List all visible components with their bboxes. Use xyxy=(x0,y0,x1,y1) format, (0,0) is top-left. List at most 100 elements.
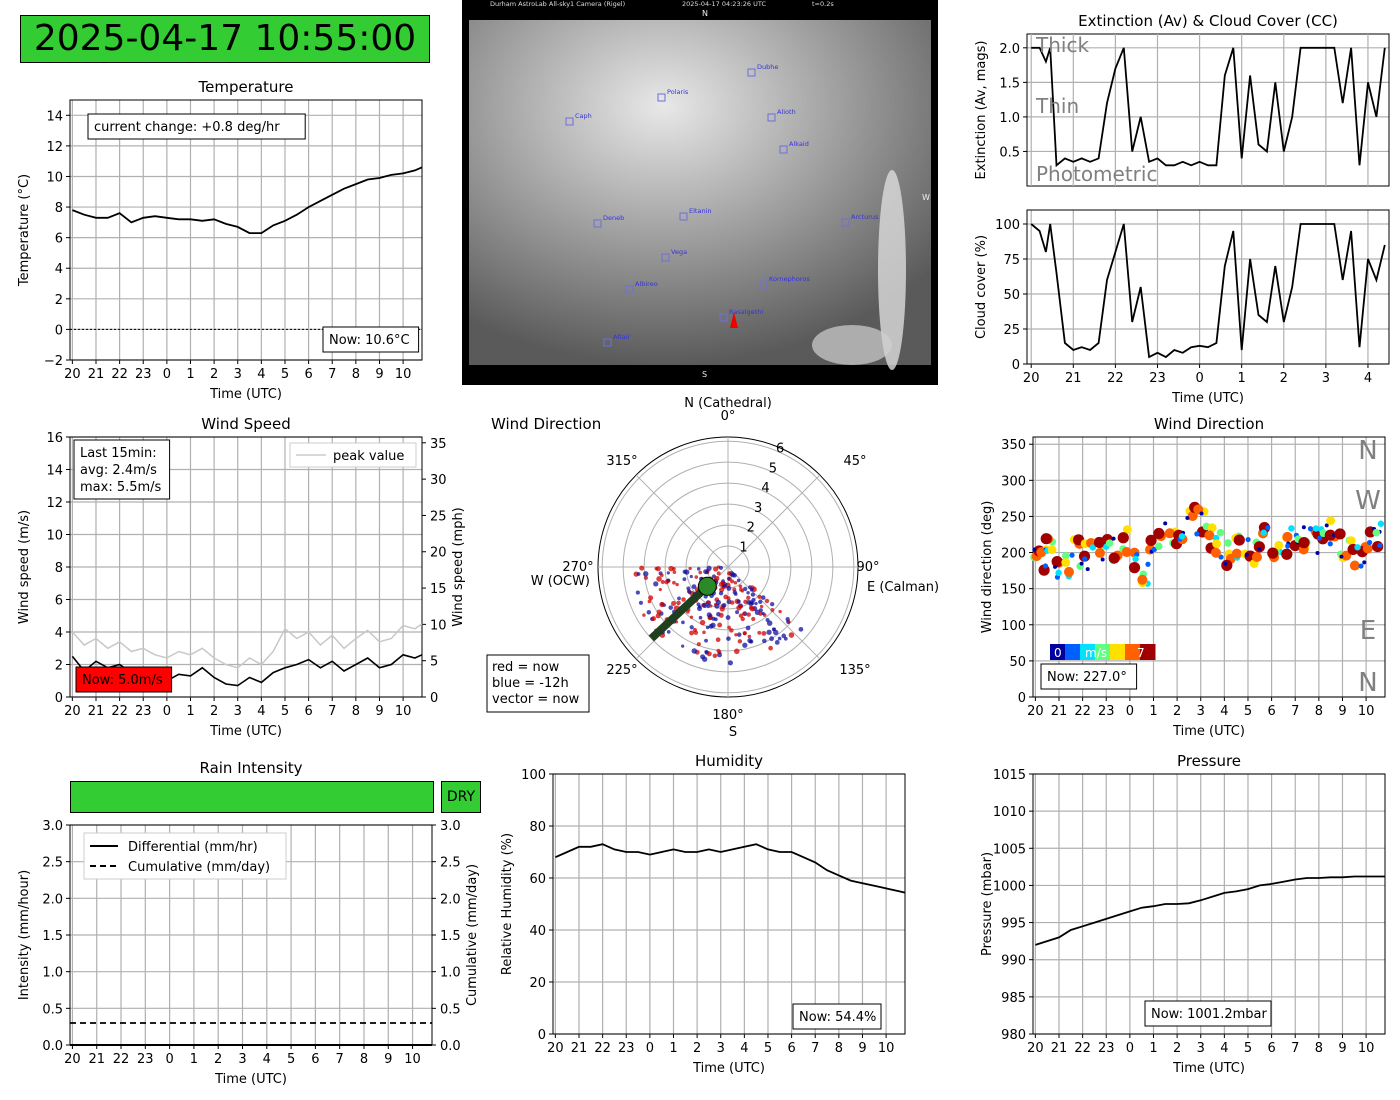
y-tick-label: 4 xyxy=(55,626,63,641)
y-tick-label: 1.5 xyxy=(999,76,1020,91)
x-tick-label: 22 xyxy=(1074,704,1091,719)
x-tick-label: 4 xyxy=(1364,371,1372,386)
direction-point xyxy=(1324,529,1336,541)
x-tick-label: 1 xyxy=(186,704,194,719)
wind-point xyxy=(681,644,685,648)
chart-title: Wind Speed xyxy=(201,415,291,433)
wind-point xyxy=(719,587,725,593)
angle-tick-label: 225° xyxy=(606,663,637,678)
star-label-eltanin: Eltanin xyxy=(689,207,712,215)
south-label: S xyxy=(729,725,737,740)
wind-point xyxy=(746,599,752,605)
wind-point xyxy=(734,648,740,655)
direction-point xyxy=(1233,534,1245,546)
x-tick-label: 6 xyxy=(1267,704,1275,719)
angle-tick-label: 270° xyxy=(562,560,593,575)
wind-point xyxy=(691,648,698,654)
direction-point xyxy=(1187,511,1198,522)
direction-point xyxy=(1212,539,1222,549)
chart-title: Humidity xyxy=(695,752,763,770)
x-tick-label: 20 xyxy=(1027,1041,1044,1056)
colorbar-segment xyxy=(1110,644,1126,660)
x-tick-label: 2 xyxy=(210,367,218,382)
y-tick-label: 25 xyxy=(1003,323,1020,338)
direction-point xyxy=(1153,527,1165,540)
wind-point xyxy=(736,599,741,604)
rain-title: Rain Intensity xyxy=(199,759,302,777)
wind-point xyxy=(675,582,679,587)
wind-point xyxy=(656,576,662,582)
wind-point xyxy=(718,612,724,618)
y-right-tick-label: 25 xyxy=(430,509,447,524)
x-tick-label: 7 xyxy=(328,367,336,382)
wind-point xyxy=(739,587,744,592)
wind-point xyxy=(696,642,701,647)
x-tick-label: 8 xyxy=(1315,704,1323,719)
y-tick-label: 2.5 xyxy=(42,856,63,871)
direction-point xyxy=(1285,543,1291,549)
x-tick-label: 22 xyxy=(1074,1041,1091,1056)
x-tick-label: 8 xyxy=(835,1041,843,1056)
y-tick-label: 200 xyxy=(1001,547,1026,562)
x-tick-label: 6 xyxy=(304,367,312,382)
direction-point xyxy=(1121,547,1132,558)
x-tick-label: 2 xyxy=(210,704,218,719)
wind-point xyxy=(777,636,782,641)
wind-point xyxy=(658,587,662,592)
wind-point xyxy=(682,577,687,582)
x-tick-label: 9 xyxy=(1338,1041,1346,1056)
x-axis-label: Time (UTC) xyxy=(1172,724,1245,739)
direction-point xyxy=(1145,534,1157,546)
x-tick-label: 10 xyxy=(395,367,412,382)
colorbar-max: 7 xyxy=(1137,646,1145,660)
y-tick-label: 990 xyxy=(1001,954,1026,969)
star-label-altair: Altair xyxy=(613,333,631,341)
direction-point xyxy=(1122,525,1132,535)
x-tick-label: 3 xyxy=(234,704,242,719)
y-tick-label: −2 xyxy=(44,354,63,369)
direction-point xyxy=(1053,564,1058,569)
wind-point xyxy=(757,630,762,635)
star-markers: Dubhe Polaris Alioth Alkaid Caph Deneb Eltanin… xyxy=(565,63,879,347)
wind-point xyxy=(643,575,648,580)
colorbar-segment xyxy=(1065,644,1081,660)
wind-point xyxy=(636,572,641,576)
y-axis-label: Intensity (mm/hour) xyxy=(17,870,32,1000)
direction-point xyxy=(1207,523,1217,533)
wind-point xyxy=(727,625,731,630)
x-tick-label: 23 xyxy=(137,1052,154,1067)
extinction-chart: 0.5 1.0 1.5 2.0 Extinction (Av) & Cloud Cove… xyxy=(974,12,1390,187)
wind-point xyxy=(681,620,685,625)
wind-point xyxy=(642,613,646,617)
star-label-polaris: Polaris xyxy=(667,88,689,96)
y-tick-label: 2.0 xyxy=(999,42,1020,57)
wind-point xyxy=(706,600,710,604)
wind-point xyxy=(686,610,690,614)
y-tick-label: 0 xyxy=(55,691,63,706)
y-right-tick-label: 2.5 xyxy=(440,856,461,871)
wind-point xyxy=(635,590,640,595)
wind-point xyxy=(729,600,735,605)
star-label-vega: Vega xyxy=(671,248,687,256)
y-tick-label: 6 xyxy=(55,594,63,609)
x-tick-label: 7 xyxy=(328,704,336,719)
star-label-caph: Caph xyxy=(575,112,592,120)
allsky-header: Durham AstroLab All-sky1 Camera (Rigel) xyxy=(490,0,625,8)
y-tick-label: 0 xyxy=(1018,691,1026,706)
plot-frame xyxy=(552,773,906,1035)
x-tick-label: 6 xyxy=(311,1052,319,1067)
wind-point xyxy=(754,601,758,606)
direction-point xyxy=(1128,562,1141,574)
direction-point xyxy=(1312,525,1320,532)
direction-point xyxy=(1288,525,1295,532)
allsky-north: N xyxy=(702,9,708,18)
wind-point xyxy=(664,579,669,585)
x-tick-label: 9 xyxy=(384,1052,392,1067)
wind-point xyxy=(702,602,708,609)
y-tick-label: 8 xyxy=(55,201,63,216)
arrow-marker xyxy=(730,312,738,328)
direction-point xyxy=(1055,569,1062,577)
x-tick-label: 0 xyxy=(1126,704,1134,719)
wind-stats-box xyxy=(73,439,171,500)
wind-point xyxy=(736,578,741,583)
